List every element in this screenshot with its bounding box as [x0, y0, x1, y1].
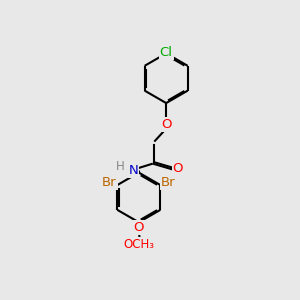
- Text: Cl: Cl: [160, 46, 173, 59]
- Text: O: O: [134, 221, 144, 234]
- Text: O: O: [161, 118, 171, 131]
- Text: O: O: [172, 162, 183, 176]
- Text: Br: Br: [102, 176, 117, 189]
- Text: H: H: [116, 160, 124, 173]
- Text: N: N: [128, 164, 138, 177]
- Text: Br: Br: [161, 176, 176, 189]
- Text: OCH₃: OCH₃: [123, 238, 154, 251]
